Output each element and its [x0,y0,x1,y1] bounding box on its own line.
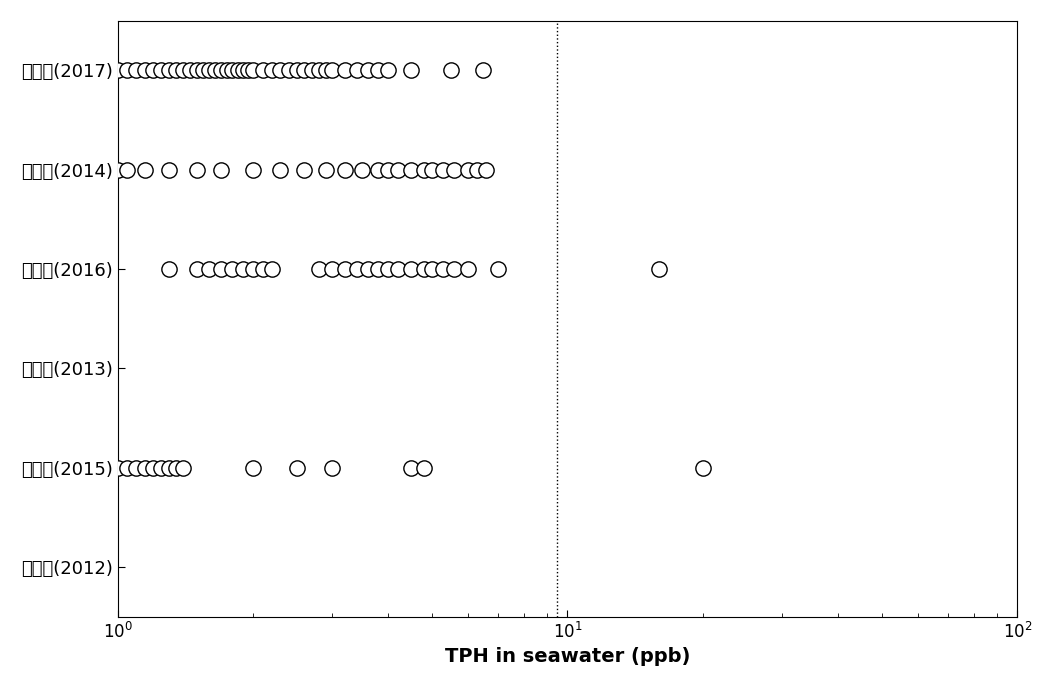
X-axis label: TPH in seawater (ppb): TPH in seawater (ppb) [444,647,690,666]
